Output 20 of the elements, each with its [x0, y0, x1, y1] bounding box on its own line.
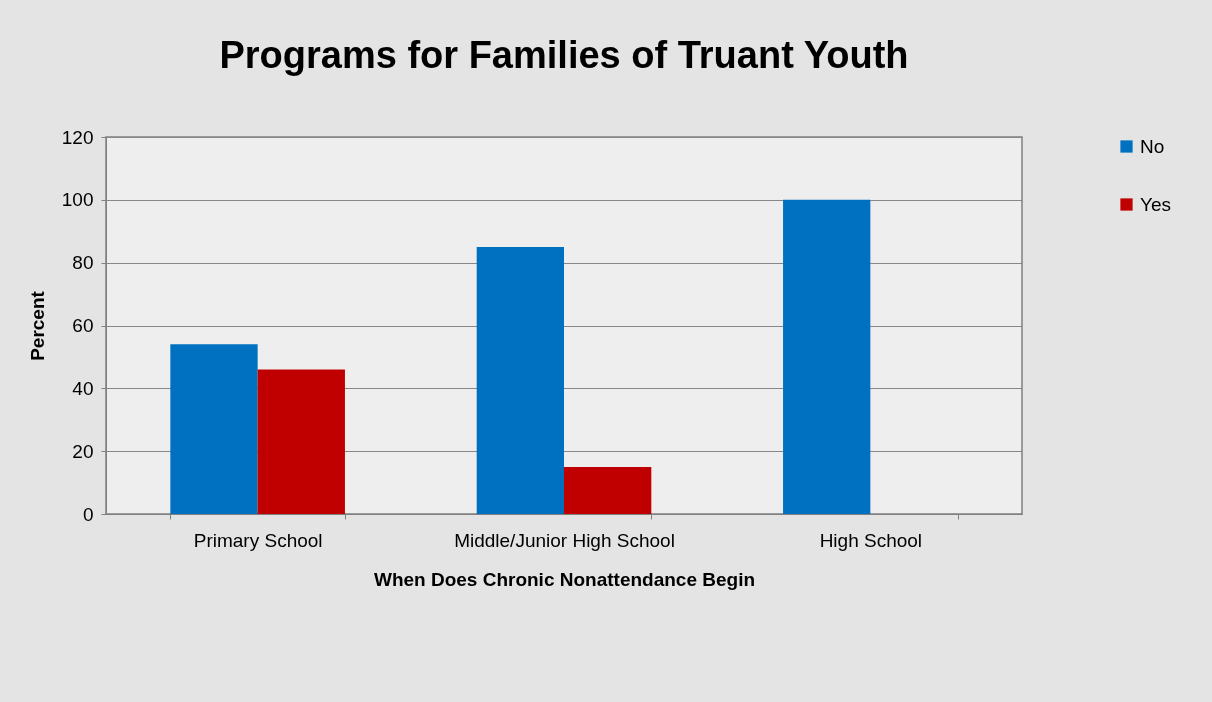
bar	[170, 344, 258, 514]
x-axis-title: When Does Chronic Nonattendance Begin	[373, 568, 756, 590]
y-tick-label: 80	[72, 252, 94, 274]
x-tick-label: Middle/Junior High School	[454, 529, 675, 551]
y-tick-label: 100	[61, 189, 94, 211]
legend-label: No	[1140, 135, 1165, 157]
y-tick-label: 0	[82, 503, 94, 525]
chart-title: Programs for Families of Truant Youth	[219, 34, 909, 76]
bar	[257, 369, 345, 514]
y-tick-label: 40	[72, 377, 94, 399]
x-tick-label: High School	[819, 529, 923, 551]
y-tick-label: 120	[61, 126, 94, 148]
bar	[783, 199, 871, 514]
y-tick-label: 20	[72, 440, 94, 462]
legend-label: Yes	[1140, 193, 1171, 215]
y-tick-label: 60	[72, 315, 94, 336]
bar	[476, 246, 564, 514]
x-tick-label: Primary School	[193, 529, 323, 551]
y-axis-title: Percent	[26, 290, 48, 361]
bar	[564, 466, 652, 514]
